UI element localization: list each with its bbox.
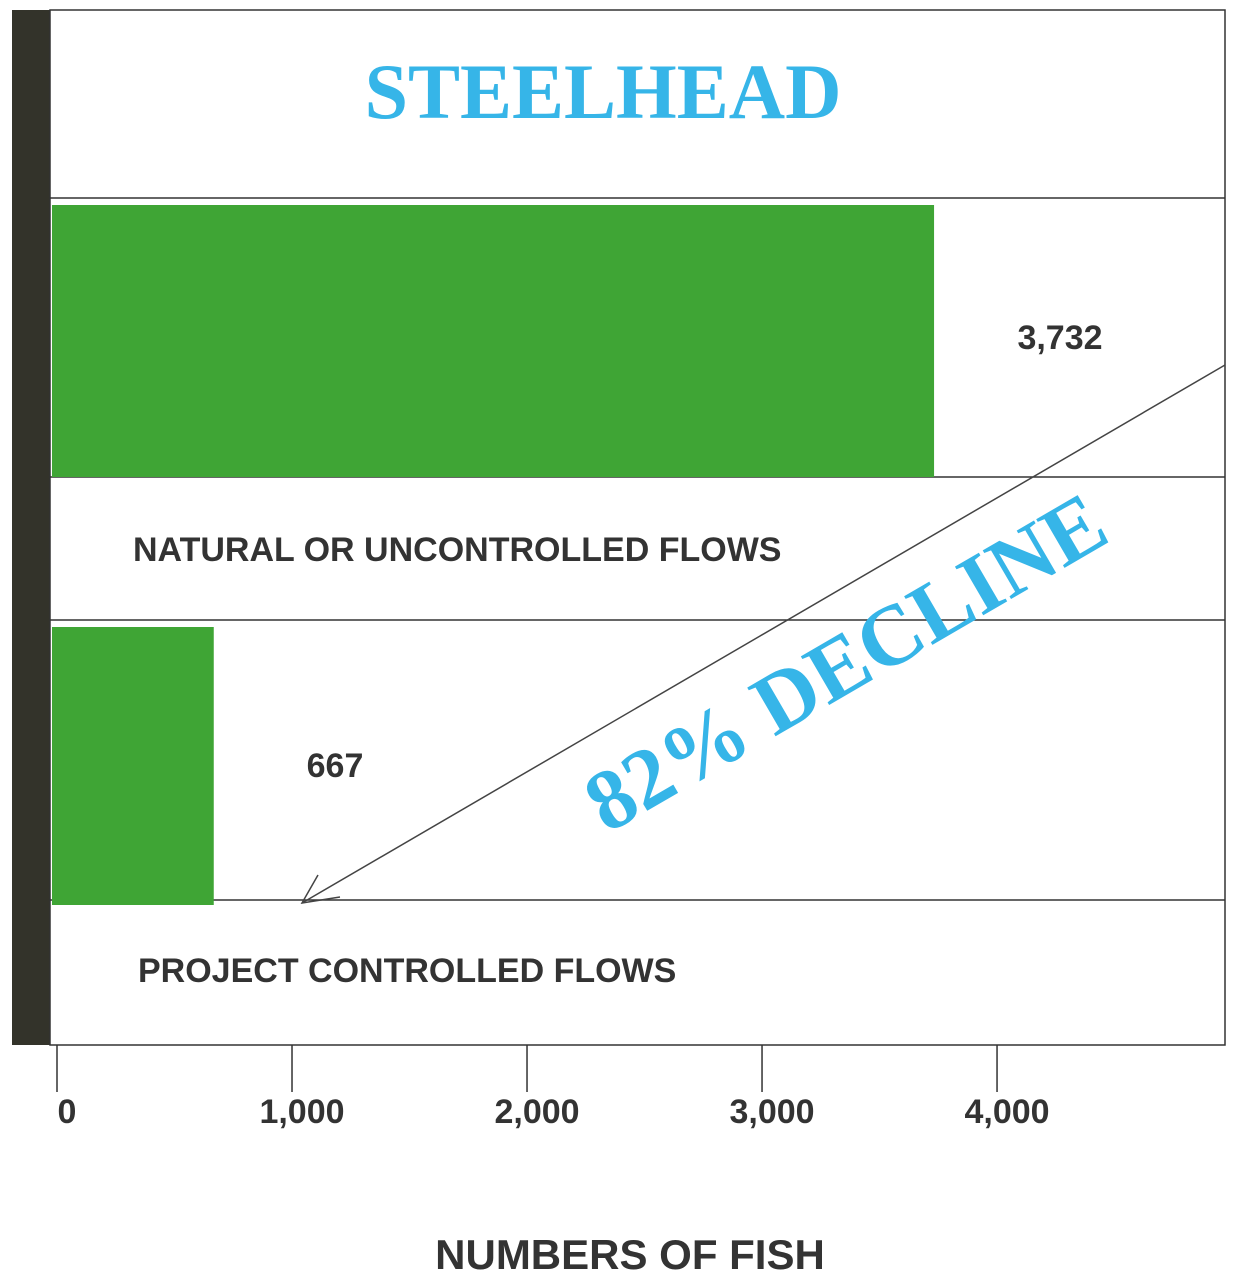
frame — [49, 9, 1226, 1046]
bar — [52, 627, 214, 905]
arrow-line — [301, 364, 1226, 904]
arrow-head — [300, 874, 341, 904]
x-tick-label: 0 — [58, 1093, 77, 1131]
value-label: 3,732 — [1017, 319, 1102, 357]
category-label: NATURAL OR UNCONTROLLED FLOWS — [133, 531, 781, 569]
x-tick-label: 4,000 — [964, 1093, 1049, 1131]
x-tick-label: 3,000 — [729, 1093, 814, 1131]
value-label: 667 — [307, 747, 364, 785]
left-band — [12, 10, 50, 1045]
bar — [52, 205, 935, 477]
annotation: 82% DECLINE — [568, 473, 1122, 850]
x-tick-label: 2,000 — [494, 1093, 579, 1131]
x-axis-label: NUMBERS OF FISH — [435, 1231, 825, 1278]
category-label: PROJECT CONTROLLED FLOWS — [138, 952, 676, 990]
chart-title: STEELHEAD — [365, 48, 842, 135]
x-tick-label: 1,000 — [259, 1093, 344, 1131]
